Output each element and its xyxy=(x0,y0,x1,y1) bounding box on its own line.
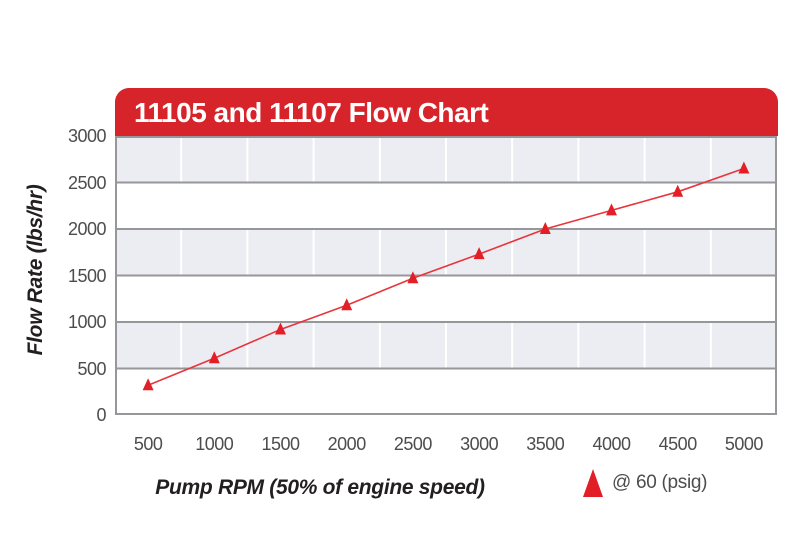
legend-label: @ 60 (psig) xyxy=(612,472,708,493)
triangle-marker-icon xyxy=(583,469,603,497)
y-tick-label: 1500 xyxy=(67,265,107,286)
plot-area xyxy=(115,136,777,415)
y-tick-label: 2500 xyxy=(67,172,107,193)
chart-title: 11105 and 11107 Flow Chart xyxy=(134,97,489,128)
x-tick-label: 4000 xyxy=(592,434,631,454)
y-tick-label: 0 xyxy=(96,405,106,425)
y-tick-label: 1000 xyxy=(67,312,107,332)
y-tick-label: 2000 xyxy=(67,219,107,239)
y-tick-label: 3000 xyxy=(67,126,107,146)
y-axis-title: Flow Rate (lbs/hr) xyxy=(24,184,47,356)
chart-plot-svg xyxy=(115,136,777,415)
x-tick-label: 1500 xyxy=(261,434,300,454)
x-tick-label: 2500 xyxy=(393,434,433,454)
x-tick-label: 500 xyxy=(133,434,163,454)
chart-title-banner: 11105 and 11107 Flow Chart xyxy=(115,88,778,136)
x-tick-label: 3000 xyxy=(460,434,499,454)
x-tick-label: 1000 xyxy=(195,434,234,454)
x-axis-title: Pump RPM (50% of engine speed) xyxy=(155,476,485,499)
x-tick-label: 3500 xyxy=(526,434,565,454)
y-tick-label: 500 xyxy=(77,358,106,379)
x-tick-label: 4500 xyxy=(658,434,698,454)
x-tick-label: 5000 xyxy=(724,434,764,454)
chart-legend: @ 60 (psig) xyxy=(583,468,708,498)
x-tick-label: 2000 xyxy=(327,434,367,454)
